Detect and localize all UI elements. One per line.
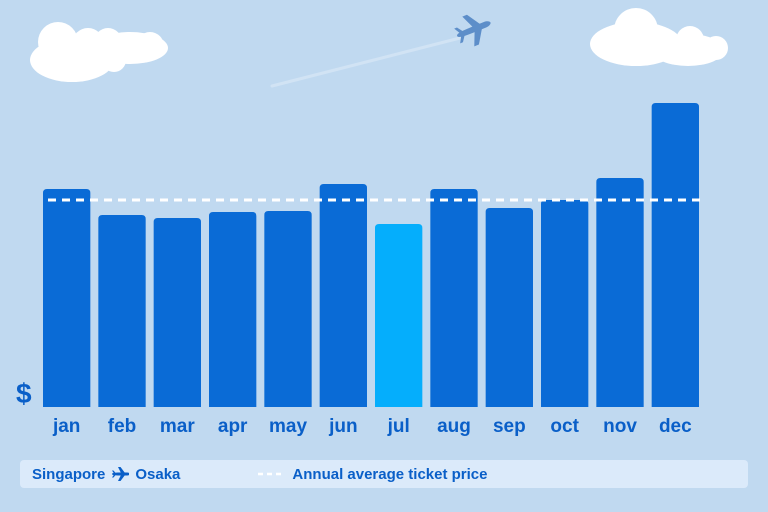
tick-label-feb: feb [108,416,137,437]
bar-aug [430,189,478,407]
tick-label-apr: apr [218,416,248,437]
bar-jul [375,224,423,407]
legend-bar: Singapore Osaka Annual average ticket pr… [20,460,748,488]
tick-label-oct: oct [550,416,579,437]
bar-may [264,211,312,407]
legend-average-label: Annual average ticket price [292,465,488,483]
bar-feb [98,215,146,407]
legend-destination: Osaka [135,465,181,483]
bar-sep [485,208,533,407]
bar-jan [43,189,91,407]
plane-icon [111,467,130,481]
month-labels: jan feb mar apr may jun jul aug sep oct nov dec [52,416,692,437]
tick-label-mar: mar [160,416,195,437]
bar-jun [319,184,367,407]
price-chart: jan feb mar apr may jun jul aug sep oct nov dec [43,103,706,437]
cloud-left-icon [30,22,168,82]
bar-nov [596,178,644,407]
tick-label-sep: sep [493,416,526,437]
bars-group [43,103,699,407]
bar-oct [541,200,589,407]
tick-label-jun: jun [328,416,358,437]
bar-dec [651,103,699,407]
tick-label-nov: nov [603,416,637,437]
tick-label-jan: jan [52,416,80,437]
legend-route: Singapore Osaka [32,466,180,483]
bar-apr [209,212,257,407]
cloud-right-icon [590,8,728,66]
tick-label-aug: aug [437,416,471,437]
contrail [270,36,462,88]
tick-label-dec: dec [659,416,692,437]
tick-label-may: may [269,416,307,437]
legend-origin: Singapore [32,465,106,483]
dashed-line-icon [258,472,285,476]
legend-average: Annual average ticket price [258,465,488,483]
airplane-icon [454,14,491,47]
tick-label-jul: jul [387,416,410,437]
currency-symbol: $ [16,378,32,409]
bar-mar [153,218,201,407]
